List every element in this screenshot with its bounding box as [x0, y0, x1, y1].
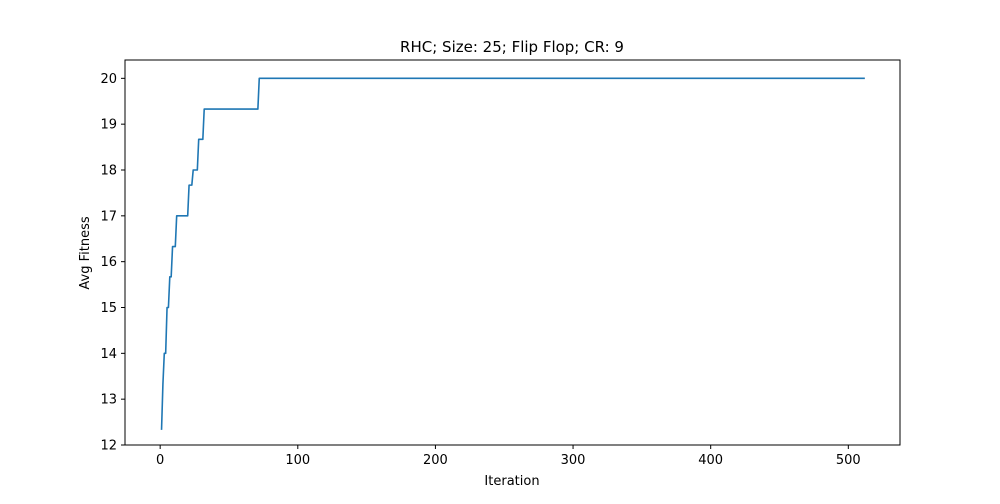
y-axis-label: Avg Fitness — [78, 216, 93, 289]
x-tick-label: 400 — [698, 453, 723, 468]
x-tick-label: 100 — [285, 453, 310, 468]
y-axis-ticks: 12 13 14 15 16 17 18 19 20 — [100, 72, 125, 454]
y-tick-label: 13 — [100, 393, 117, 408]
y-tick-label: 20 — [100, 72, 117, 87]
y-tick-label: 15 — [100, 301, 117, 316]
x-tick-label: 500 — [836, 453, 861, 468]
series-line-0 — [160, 77, 865, 430]
y-tick-label: 19 — [100, 118, 117, 133]
x-tick-label: 300 — [561, 453, 586, 468]
plot-frame — [124, 59, 901, 446]
chart-title: RHC; Size: 25; Flip Flop; CR: 9 — [400, 38, 624, 56]
y-tick-label: 12 — [100, 439, 117, 454]
x-tick-label: 200 — [423, 453, 448, 468]
x-axis-ticks: 0 100 200 300 400 500 — [156, 445, 861, 468]
x-tick-label: 0 — [156, 453, 164, 468]
y-tick-label: 18 — [100, 164, 117, 179]
y-tick-label: 16 — [100, 255, 117, 270]
series-layer — [160, 77, 865, 430]
x-axis-label: Iteration — [484, 474, 539, 489]
y-tick-label: 14 — [100, 347, 117, 362]
y-tick-label: 17 — [100, 209, 117, 224]
